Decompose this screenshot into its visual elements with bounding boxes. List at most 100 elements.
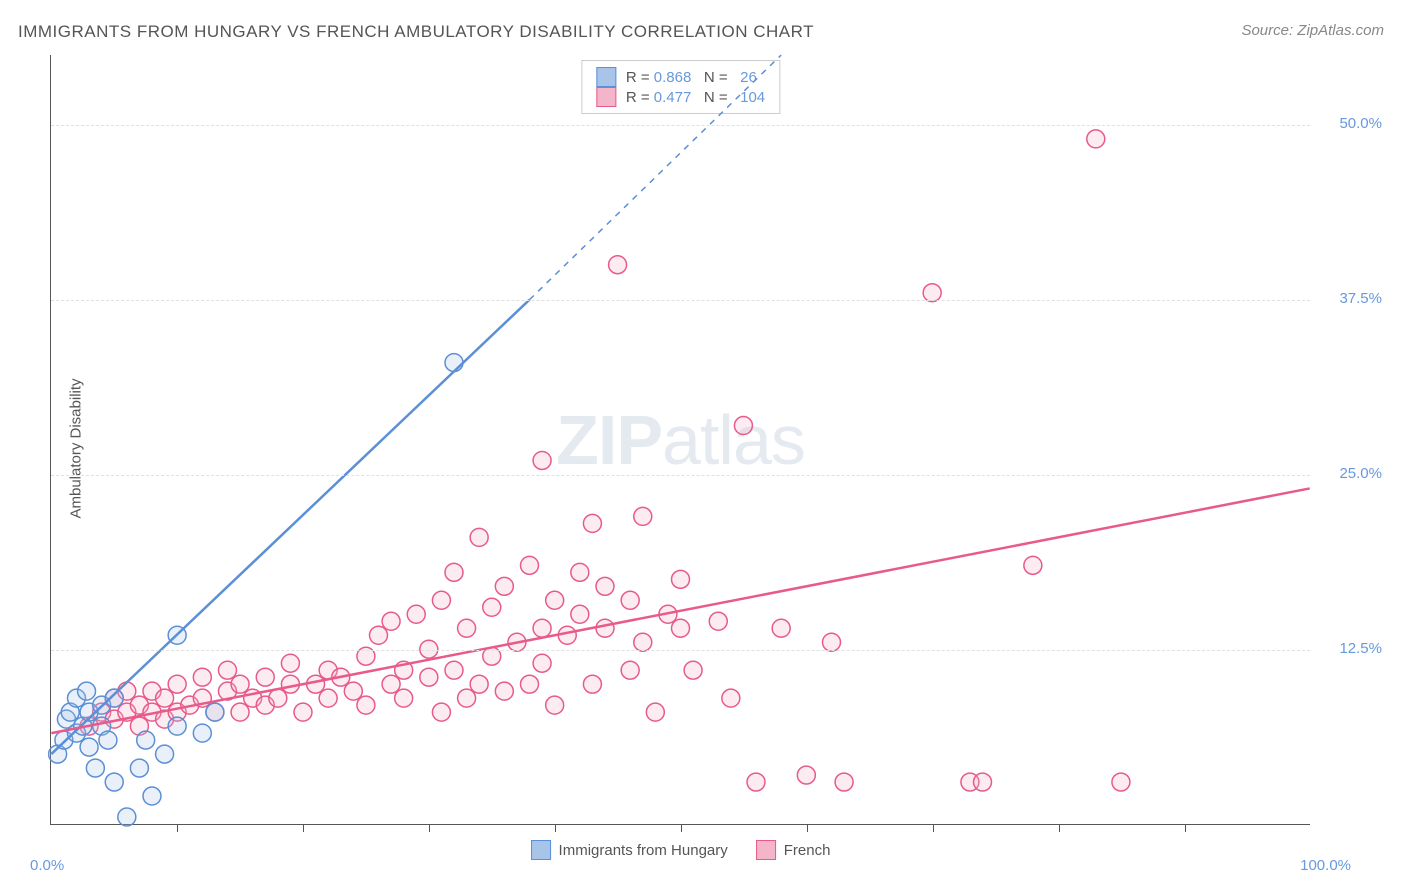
data-point bbox=[521, 675, 539, 693]
data-point bbox=[483, 598, 501, 616]
data-point bbox=[709, 612, 727, 630]
data-point bbox=[470, 675, 488, 693]
x-tick bbox=[681, 824, 682, 832]
gridline bbox=[51, 475, 1310, 476]
series-legend: Immigrants from Hungary French bbox=[531, 840, 831, 860]
data-point bbox=[231, 675, 249, 693]
data-point bbox=[382, 675, 400, 693]
data-point bbox=[432, 703, 450, 721]
data-point bbox=[407, 605, 425, 623]
data-point bbox=[974, 773, 992, 791]
y-tick-label: 37.5% bbox=[1339, 290, 1382, 307]
legend-swatch bbox=[756, 840, 776, 860]
data-point bbox=[571, 605, 589, 623]
data-point bbox=[835, 773, 853, 791]
data-point bbox=[634, 633, 652, 651]
data-point bbox=[432, 591, 450, 609]
data-point bbox=[797, 766, 815, 784]
data-point bbox=[722, 689, 740, 707]
y-tick-label: 50.0% bbox=[1339, 115, 1382, 132]
data-point bbox=[256, 668, 274, 686]
data-point bbox=[470, 528, 488, 546]
data-point bbox=[269, 689, 287, 707]
plot-area: ZIPatlas R = 0.868 N = 26 R = 0.477 N = … bbox=[50, 55, 1310, 825]
data-point bbox=[596, 577, 614, 595]
data-point bbox=[193, 668, 211, 686]
data-point bbox=[495, 577, 513, 595]
data-point bbox=[357, 696, 375, 714]
data-point bbox=[206, 703, 224, 721]
legend-item: Immigrants from Hungary bbox=[531, 840, 728, 860]
data-point bbox=[281, 654, 299, 672]
data-point bbox=[156, 689, 174, 707]
trend-line-extrapolated bbox=[529, 55, 781, 300]
data-point bbox=[156, 745, 174, 763]
data-point bbox=[231, 703, 249, 721]
data-point bbox=[533, 619, 551, 637]
data-point bbox=[130, 759, 148, 777]
data-point bbox=[445, 354, 463, 372]
y-tick-label: 12.5% bbox=[1339, 640, 1382, 657]
data-point bbox=[609, 256, 627, 274]
data-point bbox=[1087, 130, 1105, 148]
x-tick bbox=[303, 824, 304, 832]
data-point bbox=[734, 417, 752, 435]
chart-title: IMMIGRANTS FROM HUNGARY VS FRENCH AMBULA… bbox=[18, 22, 814, 42]
data-point bbox=[137, 731, 155, 749]
data-point bbox=[382, 612, 400, 630]
x-axis-min-label: 0.0% bbox=[30, 857, 64, 874]
legend-label: French bbox=[784, 842, 831, 859]
data-point bbox=[1112, 773, 1130, 791]
legend-swatch bbox=[531, 840, 551, 860]
legend-item: French bbox=[756, 840, 831, 860]
data-point bbox=[571, 563, 589, 581]
data-point bbox=[99, 731, 117, 749]
data-point bbox=[621, 661, 639, 679]
gridline bbox=[51, 300, 1310, 301]
data-point bbox=[747, 773, 765, 791]
data-point bbox=[583, 514, 601, 532]
data-point bbox=[294, 703, 312, 721]
data-point bbox=[521, 556, 539, 574]
data-point bbox=[105, 689, 123, 707]
data-point bbox=[420, 668, 438, 686]
data-point bbox=[344, 682, 362, 700]
data-point bbox=[823, 633, 841, 651]
x-axis-max-label: 100.0% bbox=[1300, 857, 1351, 874]
data-point bbox=[672, 619, 690, 637]
data-point bbox=[143, 787, 161, 805]
data-point bbox=[445, 563, 463, 581]
legend-label: Immigrants from Hungary bbox=[559, 842, 728, 859]
trend-line bbox=[51, 488, 1309, 733]
data-point bbox=[78, 682, 96, 700]
gridline bbox=[51, 650, 1310, 651]
x-tick bbox=[1185, 824, 1186, 832]
gridline bbox=[51, 125, 1310, 126]
data-point bbox=[219, 661, 237, 679]
data-point bbox=[319, 689, 337, 707]
x-tick bbox=[429, 824, 430, 832]
x-tick bbox=[807, 824, 808, 832]
data-point bbox=[684, 661, 702, 679]
data-point bbox=[672, 570, 690, 588]
data-point bbox=[583, 675, 601, 693]
data-point bbox=[621, 591, 639, 609]
data-point bbox=[458, 619, 476, 637]
data-point bbox=[495, 682, 513, 700]
data-point bbox=[596, 619, 614, 637]
data-point bbox=[533, 451, 551, 469]
data-point bbox=[168, 675, 186, 693]
data-point bbox=[445, 661, 463, 679]
scatter-svg bbox=[51, 55, 1310, 824]
data-point bbox=[646, 703, 664, 721]
data-point bbox=[118, 808, 136, 826]
x-tick bbox=[1059, 824, 1060, 832]
data-point bbox=[923, 284, 941, 302]
x-tick bbox=[933, 824, 934, 832]
data-point bbox=[86, 759, 104, 777]
data-point bbox=[370, 626, 388, 644]
data-point bbox=[772, 619, 790, 637]
y-tick-label: 25.0% bbox=[1339, 465, 1382, 482]
data-point bbox=[546, 696, 564, 714]
data-point bbox=[1024, 556, 1042, 574]
